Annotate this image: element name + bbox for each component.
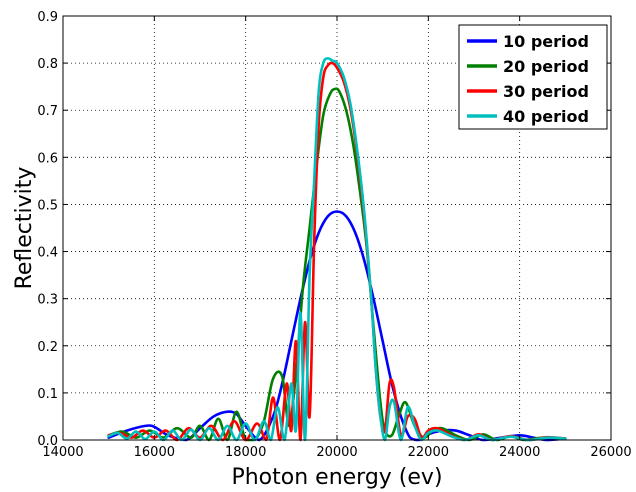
series-line-10-period xyxy=(107,210,567,442)
y-axis-label: Reflectivity xyxy=(12,167,37,290)
x-tick-label: 26000 xyxy=(590,445,631,460)
y-tick-label: 0.7 xyxy=(37,104,58,119)
y-tick-label: 0.2 xyxy=(37,340,58,355)
series-line-30-period xyxy=(107,61,567,442)
y-tick-label: 0.6 xyxy=(37,151,58,166)
x-tick-label: 14000 xyxy=(42,445,83,460)
series-line-40-period xyxy=(107,57,567,442)
legend-label-30-period: 30 period xyxy=(503,82,589,101)
x-tick-label: 18000 xyxy=(225,445,266,460)
grid-lines xyxy=(63,16,611,440)
legend-label-20-period: 20 period xyxy=(503,57,589,76)
y-tick-label: 0.4 xyxy=(37,246,58,261)
x-tick-label: 16000 xyxy=(134,445,175,460)
y-ticks: 0.0 0.1 0.2 0.3 0.4 0.5 0.6 0.7 0.8 0.9 xyxy=(37,10,611,449)
y-tick-label: 0.8 xyxy=(37,57,58,72)
legend: 10 period 20 period 30 period 40 period xyxy=(458,24,608,130)
legend-label-10-period: 10 period xyxy=(503,32,589,51)
x-tick-label: 22000 xyxy=(408,445,449,460)
y-tick-label: 0.3 xyxy=(37,293,58,308)
y-tick-label: 0.1 xyxy=(37,387,58,402)
x-ticks: 14000 16000 18000 20000 22000 24000 26000 xyxy=(42,16,632,460)
legend-label-40-period: 40 period xyxy=(503,107,589,126)
x-tick-label: 20000 xyxy=(316,445,357,460)
x-tick-label: 24000 xyxy=(499,445,540,460)
x-axis-label: Photon energy (ev) xyxy=(231,465,442,490)
y-tick-label: 0.5 xyxy=(37,198,58,213)
y-tick-label: 0.0 xyxy=(37,434,58,449)
y-tick-label: 0.9 xyxy=(37,10,58,25)
